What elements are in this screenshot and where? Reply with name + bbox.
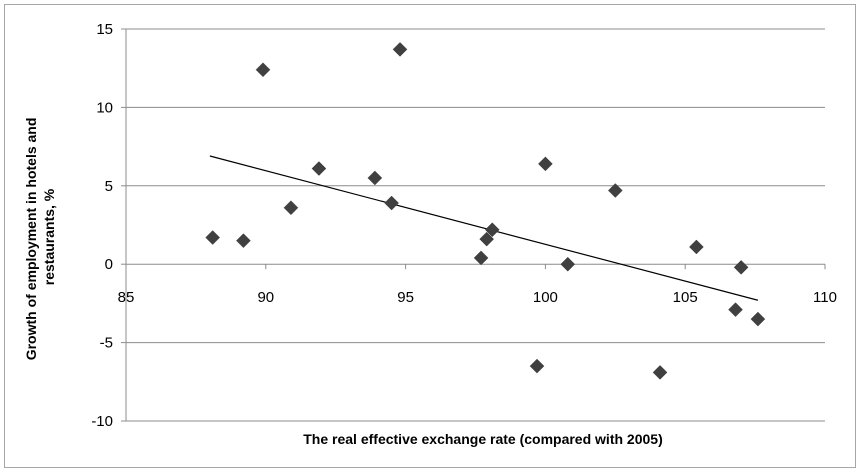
x-tick-label: 100 — [533, 289, 558, 306]
y-axis-title-line-1: Growth of employment in hotels and — [23, 118, 39, 361]
axis-labels: The real effective exchange rate (compar… — [23, 21, 837, 447]
data-point — [255, 62, 271, 78]
y-tick-label: 5 — [105, 178, 113, 195]
data-point — [236, 233, 251, 249]
data-point — [733, 259, 749, 275]
y-tick-label: 10 — [96, 99, 113, 116]
trendline — [209, 155, 759, 301]
data-point — [392, 42, 408, 57]
x-tick-label: 90 — [257, 289, 274, 306]
data-point — [750, 311, 766, 327]
chart-frame — [4, 4, 856, 468]
data-point — [529, 358, 545, 374]
data-point — [560, 256, 576, 272]
data-point — [689, 239, 704, 255]
y-tick-label: -10 — [91, 413, 113, 430]
x-axis-title: The real effective exchange rate (compar… — [303, 431, 662, 447]
x-tick-label: 105 — [673, 289, 698, 306]
data-point — [283, 200, 299, 216]
y-axis-title-line-2: restaurants, % — [41, 188, 57, 285]
data-point — [384, 195, 399, 211]
x-tick-label: 110 — [813, 289, 837, 306]
x-tick-label: 95 — [397, 289, 414, 306]
trendline-layer — [209, 155, 759, 301]
data-point — [607, 183, 623, 198]
data-point — [311, 161, 327, 176]
axes — [121, 28, 826, 422]
y-tick-label: -5 — [100, 335, 113, 352]
data-point — [538, 156, 553, 172]
data-points — [205, 42, 766, 380]
data-point — [484, 222, 500, 238]
data-point — [479, 231, 495, 247]
x-tick-label: 85 — [118, 289, 135, 306]
data-point — [367, 170, 383, 186]
data-point — [473, 250, 489, 266]
gridlines — [126, 28, 825, 422]
y-tick-label: 15 — [96, 21, 113, 38]
y-axis-title: Growth of employment in hotels and resta… — [23, 114, 57, 361]
data-point — [728, 302, 743, 318]
data-point — [205, 230, 221, 245]
data-point — [652, 365, 668, 380]
y-tick-label: 0 — [105, 256, 113, 273]
